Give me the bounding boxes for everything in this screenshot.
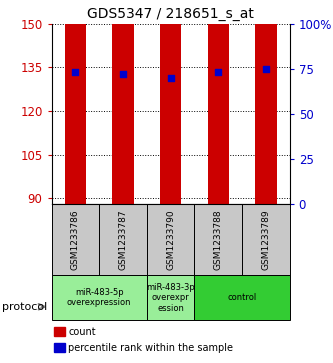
Bar [194, 204, 242, 275]
Text: GSM1233786: GSM1233786 [71, 209, 80, 270]
Text: GSM1233789: GSM1233789 [261, 209, 270, 270]
Bar [52, 204, 99, 275]
Bar [52, 275, 147, 320]
Point [121, 71, 126, 77]
Text: protocol: protocol [2, 302, 47, 312]
Bar [54, 343, 65, 352]
Bar [242, 204, 290, 275]
Bar [194, 275, 290, 320]
Bar [147, 204, 194, 275]
Text: GSM1233788: GSM1233788 [214, 209, 223, 270]
Bar [99, 204, 147, 275]
Bar [255, 0, 277, 204]
Text: miR-483-5p
overexpression: miR-483-5p overexpression [67, 288, 132, 307]
Title: GDS5347 / 218651_s_at: GDS5347 / 218651_s_at [87, 7, 254, 21]
Bar [112, 0, 134, 204]
Point [216, 69, 221, 75]
Point [73, 69, 78, 75]
Bar [54, 327, 65, 336]
Text: percentile rank within the sample: percentile rank within the sample [68, 343, 233, 353]
Text: GSM1233787: GSM1233787 [119, 209, 128, 270]
Bar [147, 275, 194, 320]
Text: control: control [227, 293, 257, 302]
Point [168, 75, 173, 81]
Text: count: count [68, 327, 96, 337]
Text: miR-483-3p
overexpr
ession: miR-483-3p overexpr ession [146, 283, 195, 313]
Text: GSM1233790: GSM1233790 [166, 209, 175, 270]
Bar [160, 0, 181, 204]
Bar [65, 0, 86, 204]
Point [263, 66, 268, 72]
Bar [207, 0, 229, 204]
